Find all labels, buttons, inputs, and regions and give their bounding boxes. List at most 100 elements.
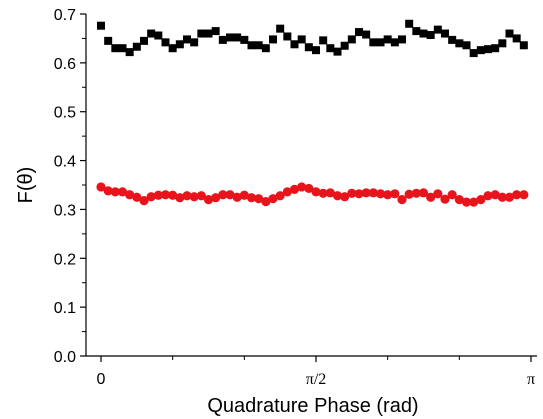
data-point-square [233, 33, 242, 42]
data-point-circle [203, 195, 214, 205]
data-point-square [261, 44, 270, 53]
x-tick-label: 0 [97, 371, 106, 388]
data-point-square [147, 29, 156, 38]
data-point-circle [225, 190, 235, 200]
data-point-square [319, 36, 328, 45]
data-point-circle [469, 197, 479, 207]
data-point-square [240, 35, 249, 44]
data-point-square [483, 45, 492, 54]
data-point-square [226, 33, 235, 42]
data-point-square [268, 35, 277, 44]
data-point-circle [239, 190, 249, 200]
data-point-square [97, 21, 105, 30]
data-point-square [333, 47, 342, 56]
data-point-circle [254, 194, 264, 204]
data-point-circle [512, 190, 522, 200]
data-point-square [125, 48, 134, 57]
data-point-circle [340, 192, 350, 202]
data-point-square [290, 40, 299, 49]
data-point-square [247, 41, 256, 50]
data-point-circle [354, 189, 364, 199]
x-tick-label: π [527, 371, 535, 388]
data-point-square [297, 35, 306, 44]
data-point-square [397, 35, 406, 44]
data-point-square [405, 19, 414, 28]
data-point-square [462, 41, 471, 50]
data-series [96, 19, 529, 207]
data-point-circle [153, 190, 163, 200]
data-point-circle [404, 189, 414, 199]
data-point-square [355, 28, 364, 37]
data-point-circle [211, 193, 221, 203]
data-point-circle [160, 190, 171, 200]
data-point-circle [440, 194, 450, 204]
data-point-square [469, 49, 478, 58]
data-point-square [498, 39, 507, 48]
data-point-circle [476, 195, 486, 205]
data-point-square [455, 39, 464, 48]
data-point-square [491, 44, 500, 53]
data-point-circle [218, 190, 228, 200]
data-point-square [362, 30, 371, 39]
y-tick-label: 0.6 [54, 56, 76, 73]
data-point-circle [318, 188, 328, 198]
data-point-square [426, 31, 435, 40]
data-point-circle [289, 184, 300, 194]
data-point-square [347, 35, 356, 44]
data-point-square [118, 44, 127, 53]
data-point-square [441, 29, 450, 38]
data-point-circle [232, 192, 242, 202]
y-axis-label: F(θ) [15, 167, 37, 204]
data-point-square [512, 34, 521, 43]
data-point-circle [483, 191, 493, 201]
data-point-circle [490, 190, 500, 200]
data-point-circle [390, 189, 400, 199]
data-point-square [376, 38, 385, 47]
y-tick-label: 0.3 [54, 202, 76, 219]
data-point-square [419, 29, 428, 38]
data-point-circle [110, 187, 120, 197]
data-point-circle [103, 186, 113, 196]
data-point-square [390, 38, 399, 47]
data-point-square [476, 46, 485, 55]
data-point-square [218, 35, 227, 44]
data-point-circle [168, 190, 178, 200]
data-point-circle [268, 194, 278, 204]
y-tick-label: 0.0 [54, 349, 76, 366]
data-point-square [448, 35, 457, 44]
x-axis-ticks: 0 π/2 π [97, 356, 535, 388]
data-point-square [433, 25, 442, 34]
data-point-circle [347, 188, 357, 198]
x-tick-label: π/2 [306, 371, 327, 388]
data-point-square [197, 29, 206, 38]
data-point-circle [361, 188, 371, 198]
y-axis-ticks: 0.0 0.1 0.2 0.3 0.4 0.5 0.6 0.7 [54, 7, 86, 366]
data-point-square [190, 38, 199, 47]
data-point-circle [146, 192, 156, 202]
x-axis-label: Quadrature Phase (rad) [207, 395, 418, 417]
data-point-circle [297, 182, 307, 192]
data-point-square [104, 36, 113, 45]
data-point-square [132, 42, 141, 51]
data-point-circle [261, 197, 271, 207]
data-point-square [312, 46, 321, 55]
y-tick-label: 0.4 [54, 154, 76, 171]
data-point-circle [447, 190, 457, 200]
data-point-square [519, 41, 528, 50]
data-point-circle [375, 189, 386, 199]
data-point-circle [304, 183, 314, 194]
data-point-circle [426, 192, 436, 202]
y-tick-label: 0.2 [54, 251, 76, 268]
data-point-square [412, 27, 421, 36]
data-point-square [161, 38, 170, 47]
y-tick-label: 0.5 [54, 105, 76, 122]
data-point-circle [189, 192, 199, 202]
data-point-circle [275, 191, 285, 201]
data-point-circle [325, 188, 335, 198]
data-point-circle [332, 191, 343, 201]
data-point-square [168, 44, 177, 53]
y-tick-label: 0.1 [54, 300, 76, 317]
data-point-square [326, 44, 335, 53]
data-point-circle [368, 188, 378, 198]
